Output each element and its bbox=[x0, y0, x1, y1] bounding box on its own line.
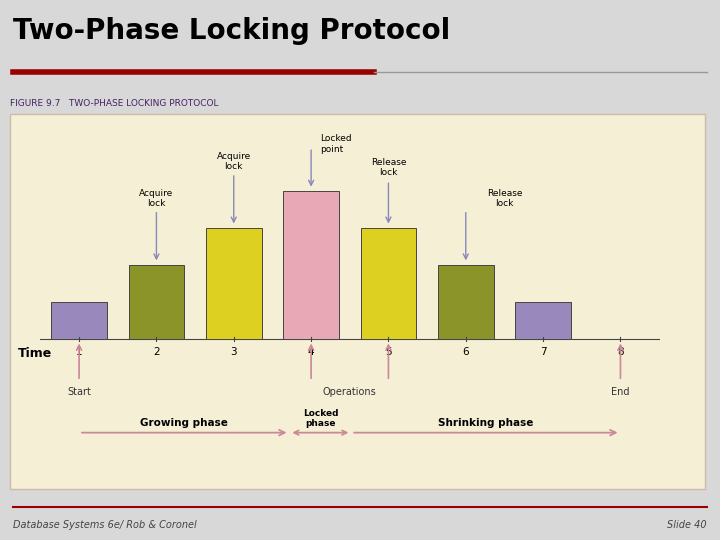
Text: 5: 5 bbox=[385, 347, 392, 357]
Text: 6: 6 bbox=[462, 347, 469, 357]
Text: Time: Time bbox=[18, 347, 52, 360]
Text: 2: 2 bbox=[153, 347, 160, 357]
Text: Acquire
lock: Acquire lock bbox=[217, 152, 251, 171]
Text: Release
lock: Release lock bbox=[487, 188, 522, 208]
Text: Locked
phase: Locked phase bbox=[302, 409, 338, 428]
Text: 3: 3 bbox=[230, 347, 237, 357]
Text: 1: 1 bbox=[76, 347, 82, 357]
Text: Operations: Operations bbox=[323, 387, 377, 396]
Text: Database Systems 6e/ Rob & Coronel: Database Systems 6e/ Rob & Coronel bbox=[13, 519, 197, 530]
Text: Release
lock: Release lock bbox=[371, 158, 406, 178]
Text: Growing phase: Growing phase bbox=[140, 418, 228, 428]
Text: Shrinking phase: Shrinking phase bbox=[438, 418, 534, 428]
Bar bbox=[438, 265, 494, 339]
Bar bbox=[129, 265, 184, 339]
Text: Locked
point: Locked point bbox=[320, 134, 352, 154]
Bar bbox=[206, 228, 261, 339]
Text: Acquire
lock: Acquire lock bbox=[139, 188, 174, 208]
Text: End: End bbox=[611, 387, 630, 396]
Text: FIGURE 9.7   TWO-PHASE LOCKING PROTOCOL: FIGURE 9.7 TWO-PHASE LOCKING PROTOCOL bbox=[10, 99, 218, 109]
Bar bbox=[51, 302, 107, 339]
Bar bbox=[361, 228, 416, 339]
Text: 7: 7 bbox=[540, 347, 546, 357]
Text: 4: 4 bbox=[307, 347, 315, 357]
Text: Slide 40: Slide 40 bbox=[667, 519, 707, 530]
Bar bbox=[516, 302, 571, 339]
Text: Start: Start bbox=[67, 387, 91, 396]
Text: Two-Phase Locking Protocol: Two-Phase Locking Protocol bbox=[13, 17, 450, 45]
Text: 8: 8 bbox=[617, 347, 624, 357]
Bar bbox=[283, 191, 339, 339]
Bar bbox=[10, 114, 705, 489]
